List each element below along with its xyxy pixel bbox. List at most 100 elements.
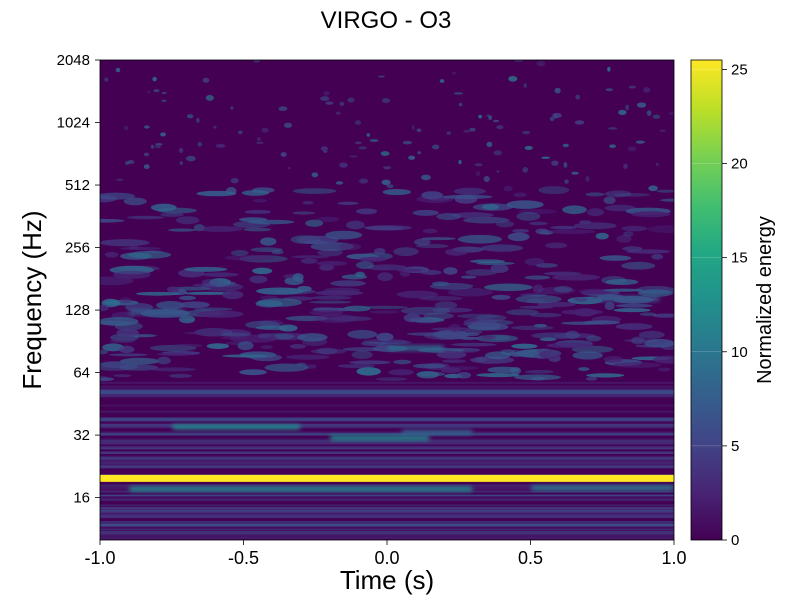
texture-band bbox=[100, 391, 674, 395]
texture-blob bbox=[434, 301, 458, 310]
texture-blob bbox=[366, 133, 370, 137]
texture-blob bbox=[447, 287, 493, 297]
texture-blob bbox=[230, 177, 239, 184]
texture-blob bbox=[325, 230, 363, 240]
texture-blob bbox=[161, 99, 167, 102]
texture-blob bbox=[314, 290, 364, 296]
texture-band bbox=[100, 440, 674, 444]
texture-blob bbox=[113, 374, 132, 378]
texture-blob bbox=[221, 332, 251, 337]
texture-blob bbox=[115, 178, 124, 182]
texture-band bbox=[100, 507, 674, 510]
texture-blob bbox=[453, 92, 463, 95]
texture-blob bbox=[337, 201, 359, 206]
texture-blob bbox=[153, 89, 160, 93]
texture-blob bbox=[496, 170, 500, 173]
texture-blob bbox=[150, 367, 196, 372]
texture-blob bbox=[341, 274, 368, 280]
texture-blob bbox=[196, 225, 243, 232]
texture-blob bbox=[441, 367, 461, 374]
texture-blob bbox=[655, 163, 659, 166]
texture-blob bbox=[221, 290, 244, 300]
texture-blob bbox=[287, 166, 291, 170]
texture-blob bbox=[100, 276, 134, 286]
texture-blob bbox=[474, 163, 483, 167]
texture-blob bbox=[395, 268, 423, 272]
texture-blob bbox=[516, 211, 541, 221]
texture-blob bbox=[278, 324, 298, 332]
texture-blob bbox=[518, 305, 554, 309]
texture-blob bbox=[280, 152, 287, 157]
texture-blob bbox=[156, 207, 197, 214]
texture-blob bbox=[325, 101, 334, 105]
texture-blob bbox=[124, 303, 154, 312]
texture-blob bbox=[442, 359, 467, 364]
texture-blob bbox=[511, 343, 538, 349]
texture-blob bbox=[339, 162, 348, 168]
texture-blob bbox=[336, 111, 341, 115]
texture-band bbox=[100, 515, 674, 519]
texture-blob bbox=[256, 287, 305, 295]
texture-blob bbox=[578, 367, 590, 371]
texture-blob bbox=[309, 309, 344, 316]
texture-band bbox=[100, 461, 674, 464]
texture-blob bbox=[382, 189, 412, 196]
texture-blob bbox=[546, 342, 594, 349]
texture-band bbox=[100, 504, 674, 506]
texture-blob bbox=[554, 114, 558, 119]
texture-blob bbox=[160, 132, 166, 137]
y-axis-label: Frequency (Hz) bbox=[17, 210, 47, 389]
texture-blob bbox=[465, 269, 497, 276]
texture-blob bbox=[475, 334, 519, 343]
texture-blob bbox=[115, 67, 121, 73]
y-tick-label: 2048 bbox=[57, 52, 90, 69]
texture-band bbox=[100, 410, 674, 413]
y-tick-label: 64 bbox=[73, 365, 90, 382]
texture-blob bbox=[621, 225, 648, 232]
texture-band bbox=[100, 526, 674, 529]
texture-blob bbox=[450, 342, 497, 347]
texture-blob bbox=[553, 333, 597, 339]
texture-band bbox=[100, 447, 674, 450]
texture-blob bbox=[201, 278, 219, 286]
texture-band bbox=[100, 537, 674, 540]
texture-band bbox=[100, 496, 674, 500]
texture-blob bbox=[604, 302, 615, 311]
texture-blob bbox=[416, 371, 446, 377]
texture-band bbox=[100, 485, 674, 488]
texture-blob bbox=[116, 328, 139, 338]
texture-band bbox=[100, 394, 674, 398]
colorbar-tick-label: 20 bbox=[731, 156, 748, 173]
colorbar: 0 5 10 15 20 25 bbox=[690, 59, 748, 549]
texture-blob bbox=[476, 261, 515, 266]
texture-blob bbox=[524, 258, 545, 266]
texture-blob bbox=[613, 308, 651, 313]
texture-blob bbox=[200, 282, 244, 292]
texture-blob bbox=[605, 278, 639, 286]
texture-blob bbox=[100, 320, 130, 325]
texture-blob bbox=[194, 307, 233, 311]
texture-blob bbox=[585, 377, 598, 381]
texture-blob bbox=[487, 366, 520, 374]
texture-blob bbox=[100, 218, 125, 223]
texture-blob bbox=[349, 155, 358, 158]
texture-blob bbox=[585, 192, 605, 197]
texture-band bbox=[100, 510, 674, 513]
texture-blob bbox=[564, 179, 569, 184]
texture-blob bbox=[461, 329, 483, 335]
texture-blob bbox=[346, 220, 365, 230]
colorbar-tick-label: 5 bbox=[731, 438, 739, 455]
texture-blob bbox=[305, 219, 324, 227]
texture-blob bbox=[586, 208, 604, 217]
texture-blob bbox=[292, 211, 316, 215]
texture-blob bbox=[310, 295, 352, 300]
texture-blob bbox=[495, 220, 515, 228]
texture-blob bbox=[369, 310, 399, 314]
texture-blob bbox=[315, 314, 358, 323]
texture-band bbox=[100, 459, 674, 462]
texture-blob bbox=[310, 348, 347, 355]
texture-blob bbox=[646, 110, 652, 117]
texture-blob bbox=[101, 298, 120, 308]
texture-blob bbox=[553, 286, 573, 293]
colorbar-tick-label: 15 bbox=[731, 250, 748, 267]
